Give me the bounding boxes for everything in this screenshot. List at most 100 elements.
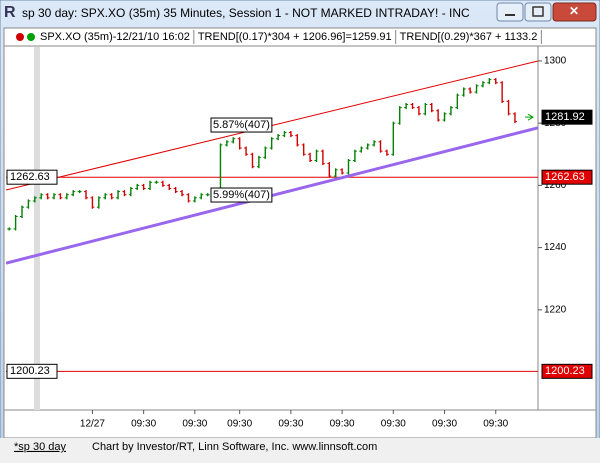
y-tick-label: 1300 (544, 56, 567, 67)
price-bar (391, 121, 396, 156)
level-label-left-box (6, 363, 58, 379)
x-tick-label: 09:30 (182, 419, 207, 430)
price-bar (269, 137, 274, 150)
price-bar (128, 186, 133, 197)
price-bar (13, 214, 18, 231)
price-bar (135, 183, 140, 190)
session-band (34, 47, 40, 410)
price-bar (282, 130, 287, 138)
price-bar (26, 199, 31, 209)
price-bar (205, 193, 210, 197)
level-label-right: 1262.63 (545, 171, 585, 183)
price-bar (301, 143, 306, 156)
svg-text:✕: ✕ (569, 4, 579, 18)
price-bar (45, 193, 50, 200)
status-text: Chart by Investor/RT, Linn Software, Inc… (92, 441, 377, 453)
legend-entry: TREND[(0.29)*367 + 1133.2 (400, 31, 538, 43)
price-bar (224, 140, 229, 147)
price-bar (384, 149, 389, 156)
price-bar (461, 87, 466, 97)
price-bar (429, 102, 434, 113)
price-bar (423, 102, 428, 116)
price-bar (506, 99, 511, 116)
price-bar (314, 149, 319, 162)
price-bar (372, 140, 377, 147)
price-bar (122, 190, 127, 197)
annotation-box (210, 187, 273, 203)
annotation: 5.87%(407) (213, 119, 270, 131)
close-button[interactable] (552, 2, 597, 22)
price-bar (493, 78, 498, 85)
price-bar (404, 102, 409, 110)
level-label-right: 1200.23 (545, 365, 585, 377)
price-bar (256, 155, 261, 169)
legend-icon (16, 33, 24, 41)
price-bar (90, 196, 95, 209)
price-bar (359, 146, 364, 153)
last-marker (525, 113, 534, 121)
price-bar (455, 93, 460, 110)
price-bar (148, 180, 153, 190)
annotation: 5.99%(407) (213, 189, 270, 201)
level-label-left: 1200.23 (10, 365, 50, 377)
annotation-box (210, 117, 273, 133)
x-tick-label: 09:30 (483, 419, 508, 430)
price-bar (20, 205, 25, 218)
price-bar (512, 112, 517, 124)
x-tick-label: 09:30 (432, 419, 457, 430)
price-bar (487, 78, 492, 85)
price-bar (480, 81, 485, 88)
legend-icon (27, 33, 35, 41)
level-label-left-box (6, 169, 58, 185)
price-bar (378, 140, 383, 153)
price-bar (154, 180, 159, 184)
price-bar (71, 190, 76, 197)
app-icon: R (4, 4, 16, 21)
price-bar (180, 190, 185, 197)
price-bar (39, 193, 44, 200)
sheet-tab[interactable]: *sp 30 day (14, 441, 66, 453)
price-bar (64, 193, 69, 200)
price-bar (109, 193, 114, 200)
price-bar (442, 112, 447, 122)
window-title: sp 30 day: SPX.XO (35m) 35 Minutes, Sess… (22, 6, 470, 20)
price-bar (237, 137, 242, 150)
price-bar (32, 196, 37, 203)
last-value-label-box (541, 109, 593, 125)
price-bar (250, 152, 255, 169)
y-tick-label: 1220 (544, 304, 567, 315)
legend-entry: SPX.XO (35m)-12/21/10 16:02 (40, 31, 190, 43)
price-bar (199, 193, 204, 200)
price-bar (7, 227, 12, 231)
price-bar (288, 130, 293, 138)
price-bar (103, 193, 108, 200)
price-bar (352, 149, 357, 162)
maximize-button[interactable] (524, 2, 552, 22)
x-tick-label: 09:30 (330, 419, 355, 430)
price-bar (167, 183, 172, 190)
price-bar (436, 109, 441, 122)
price-bar (308, 152, 313, 162)
price-bar (186, 193, 191, 203)
price-bar (192, 196, 197, 203)
price-bar (96, 196, 101, 209)
y-tick-label: 1260 (544, 180, 567, 191)
last-value-label: 1281.92 (545, 111, 585, 123)
price-bar (116, 190, 121, 200)
window-buttons[interactable]: ✕ (496, 2, 597, 22)
level-label-right-box (541, 169, 593, 185)
x-tick-label: 09:30 (131, 419, 156, 430)
price-bar (448, 106, 453, 116)
price-bar (263, 146, 268, 159)
price-bar (320, 149, 325, 166)
legend-entry: TREND[(0.17)*304 + 1206.96]=1259.91 (198, 31, 392, 43)
price-bar (474, 84, 479, 94)
price-bar (173, 186, 178, 194)
status-bar (0, 438, 600, 463)
price-bar (295, 134, 300, 147)
minimize-button[interactable] (496, 2, 524, 22)
price-bar (327, 162, 332, 178)
price-bar (365, 143, 370, 150)
price-bar (410, 102, 415, 110)
